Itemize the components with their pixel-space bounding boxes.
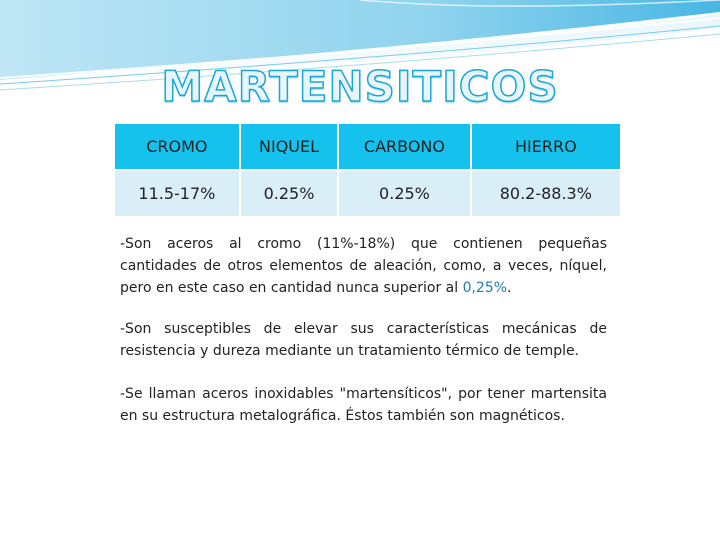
cell-hierro: 80.2-88.3% [471,171,620,216]
paragraph-hardening: -Son susceptibles de elevar sus caracter… [120,321,607,359]
header-wave-decoration [0,0,720,91]
slide-title: MARTENSITICOS [161,61,559,112]
table-row: 11.5-17% 0.25% 0.25% 80.2-88.3% [115,171,620,216]
header-niquel: NIQUEL [240,124,338,169]
header-cromo: CROMO [115,124,239,169]
paragraph-composition: -Son aceros al cromo (11%-18%) que conti… [120,233,607,299]
cell-cromo: 11.5-17% [115,171,239,216]
highlighted-value: 0,25% [462,280,508,296]
header-carbono: CARBONO [339,124,470,169]
table-header-row: CROMO NIQUEL CARBONO HIERRO [115,124,620,169]
paragraph-martensite: -Se llaman aceros inoxidables "martensít… [120,386,607,424]
composition-table: CROMO NIQUEL CARBONO HIERRO 11.5-17% 0.2… [113,122,622,218]
header-hierro: HIERRO [471,124,620,169]
paragraph-text-end: . [507,280,512,296]
cell-niquel: 0.25% [240,171,338,216]
paragraph-text: -Son aceros al cromo (11%-18%) que conti… [120,236,607,296]
cell-carbono: 0.25% [339,171,470,216]
